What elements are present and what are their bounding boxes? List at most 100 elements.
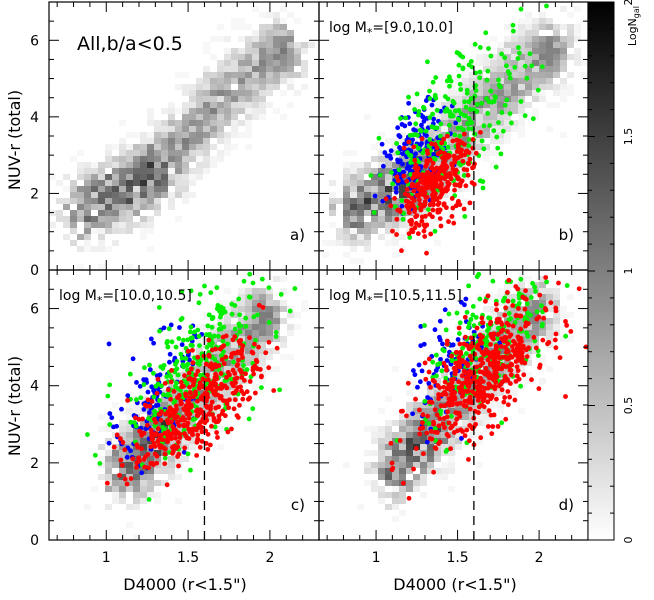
density-cell [504, 78, 511, 84]
density-cell [217, 126, 224, 132]
density-cell [553, 42, 560, 48]
density-cell [133, 474, 140, 480]
density-cell [434, 240, 441, 246]
data-point-green [510, 28, 516, 34]
density-cell [385, 162, 392, 168]
density-cell [119, 174, 126, 180]
density-cell [182, 108, 189, 114]
density-cell [182, 186, 189, 192]
density-cell [189, 108, 196, 114]
density-cell [378, 132, 385, 138]
density-cell [203, 90, 210, 96]
data-point-green [505, 69, 511, 74]
data-point-green [416, 108, 422, 114]
density-cell [273, 18, 280, 24]
density-cell [504, 24, 511, 30]
density-cell [210, 126, 217, 132]
density-cell [245, 96, 252, 102]
density-cell [266, 30, 273, 36]
data-point-red [435, 151, 441, 157]
density-cell [126, 150, 133, 156]
density-cell [378, 222, 385, 228]
density-cell [392, 252, 399, 258]
density-cell [266, 48, 273, 54]
density-cell [427, 84, 434, 90]
density-cell [112, 204, 119, 210]
density-cell [147, 174, 154, 180]
data-point-green [456, 62, 462, 68]
density-cell [532, 72, 539, 78]
data-point-green [477, 75, 483, 81]
density-cell [273, 84, 280, 90]
density-cell [504, 90, 511, 96]
density-cell [133, 186, 140, 192]
density-cell [560, 6, 567, 12]
density-cell [301, 60, 308, 66]
density-cell [168, 162, 175, 168]
density-cell [469, 150, 476, 156]
data-point-blue [393, 185, 399, 191]
density-cell [224, 36, 231, 42]
density-cell [133, 174, 140, 180]
density-cell [322, 240, 329, 246]
density-cell [357, 162, 364, 168]
density-cell [147, 132, 154, 138]
density-cell [119, 120, 126, 126]
data-point-green [410, 132, 416, 138]
data-point-red [437, 177, 443, 182]
density-cell [525, 36, 532, 42]
density-cell [259, 114, 266, 120]
data-point-green [481, 123, 487, 129]
density-cell [469, 114, 476, 120]
data-point-green [423, 128, 429, 134]
data-point-red [412, 157, 418, 163]
density-cell [504, 48, 511, 54]
density-cell [539, 90, 546, 96]
density-cell [518, 54, 525, 60]
density-cell [560, 84, 567, 90]
density-cell [91, 162, 98, 168]
density-cell [203, 108, 210, 114]
density-cell [133, 168, 140, 174]
density-cell [497, 102, 504, 108]
density-cell [553, 30, 560, 36]
density-cell [336, 228, 343, 234]
density-cell [357, 222, 364, 228]
density-cell [217, 108, 224, 114]
density-cell [196, 126, 203, 132]
density-cell [343, 228, 350, 234]
density-cell [224, 84, 231, 90]
density-cell [378, 216, 385, 222]
data-point-green [421, 105, 427, 111]
data-point-blue [430, 152, 436, 157]
density-cell [91, 246, 98, 252]
density-cell [203, 156, 210, 162]
data-point-red [478, 129, 483, 135]
density-cell [490, 84, 497, 90]
density-cell [105, 462, 112, 468]
data-point-red [462, 131, 467, 137]
density-cell [189, 174, 196, 180]
density-cell [357, 180, 364, 186]
density-cell [175, 144, 182, 150]
density-cell [329, 210, 336, 216]
density-cell [490, 72, 497, 78]
density-cell [126, 264, 133, 270]
density-cell [189, 126, 196, 132]
data-point-red [422, 190, 428, 196]
density-cell [98, 456, 105, 462]
density-cell [231, 120, 238, 126]
density-cell [259, 60, 266, 66]
data-point-red [472, 161, 477, 167]
density-cell [168, 120, 175, 126]
density-cell [231, 108, 238, 114]
density-cell [483, 144, 490, 150]
density-cell [245, 114, 252, 120]
data-point-red [388, 203, 394, 209]
data-point-red [423, 213, 428, 219]
density-cell [112, 162, 119, 168]
density-cell [147, 474, 154, 480]
density-cell [189, 114, 196, 120]
density-cell [126, 156, 133, 162]
density-cell [483, 108, 490, 114]
